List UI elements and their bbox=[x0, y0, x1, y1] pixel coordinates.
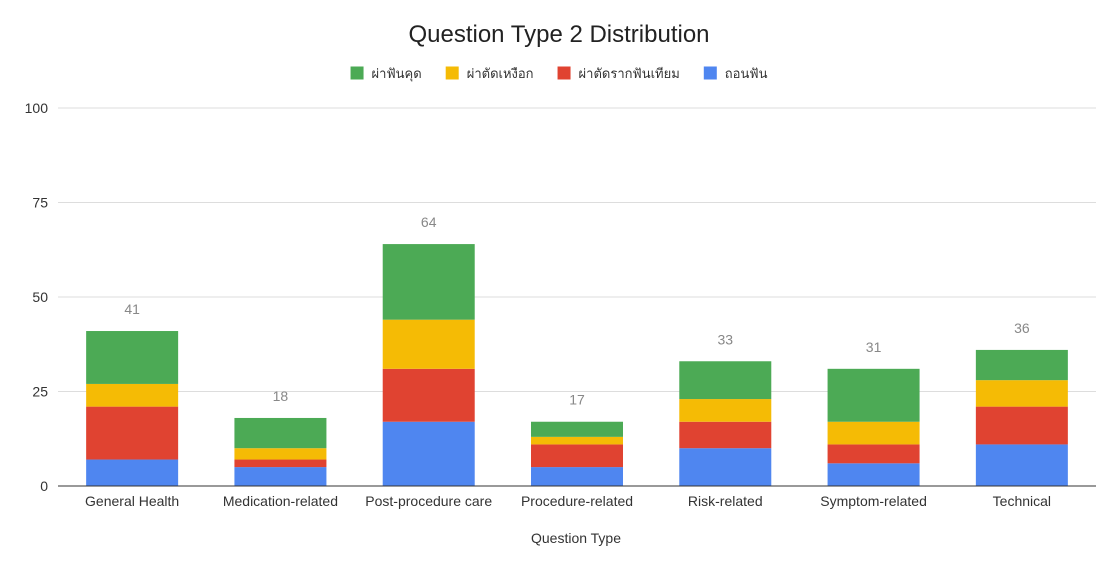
x-tick-label: Symptom-related bbox=[820, 493, 927, 509]
bar-segment bbox=[382, 319, 475, 369]
y-tick-label: 50 bbox=[32, 289, 48, 305]
legend-label: ผ่าฟันคุด bbox=[372, 67, 422, 82]
bar-segment bbox=[531, 467, 623, 486]
bar-segment bbox=[382, 368, 475, 422]
bar-segment bbox=[827, 444, 920, 464]
bar-segment bbox=[234, 459, 327, 468]
bars bbox=[86, 244, 1068, 486]
legend-swatch bbox=[557, 66, 571, 80]
bar-segment bbox=[234, 448, 327, 460]
x-tick-label: Medication-related bbox=[223, 493, 338, 509]
bar-segment bbox=[827, 368, 920, 422]
legend-swatch bbox=[350, 66, 364, 80]
bar-total-label: 33 bbox=[717, 331, 733, 347]
bar-segment bbox=[679, 361, 772, 400]
bar-totals: 41 18 64 17 33 31 36 bbox=[124, 214, 1030, 408]
bar-segment bbox=[975, 444, 1068, 486]
y-axis-ticks: 0 25 50 75 100 bbox=[25, 100, 49, 494]
x-tick-label: Risk-related bbox=[688, 493, 763, 509]
y-tick-label: 75 bbox=[32, 195, 48, 211]
x-axis-title: Question Type bbox=[531, 530, 621, 546]
bar-segment bbox=[679, 399, 772, 422]
bar-segment bbox=[827, 421, 920, 445]
x-tick-label: Procedure-related bbox=[521, 493, 633, 509]
bar-segment bbox=[827, 463, 920, 486]
bar-segment bbox=[531, 421, 623, 437]
y-tick-label: 0 bbox=[40, 478, 48, 494]
bar-total-label: 31 bbox=[866, 339, 882, 355]
bar-total-label: 64 bbox=[421, 214, 437, 230]
legend: ผ่าฟันคุด ผ่าตัดเหงือก ผ่าตัดรากฟันเทียม ถอ… bbox=[350, 66, 768, 82]
chart-title: Question Type 2 Distribution bbox=[408, 21, 709, 48]
legend-swatch bbox=[703, 66, 717, 80]
x-tick-label: Technical bbox=[993, 493, 1051, 509]
x-tick-label: General Health bbox=[85, 493, 179, 509]
bar-segment bbox=[234, 417, 327, 449]
bar-total-label: 36 bbox=[1014, 320, 1030, 336]
bar-segment bbox=[382, 244, 475, 320]
legend-label: ผ่าตัดเหงือก bbox=[467, 66, 534, 82]
bar-segment bbox=[531, 436, 623, 445]
bar-segment bbox=[679, 448, 772, 486]
x-axis-ticks: General Health Medication-related Post-pro… bbox=[85, 493, 1051, 509]
bar-segment bbox=[234, 467, 327, 486]
legend-swatch bbox=[445, 66, 459, 80]
bar-segment bbox=[531, 444, 623, 468]
bar-total-label: 18 bbox=[273, 388, 289, 404]
bar-total-label: 17 bbox=[569, 392, 585, 408]
x-tick-label: Post-procedure care bbox=[365, 493, 492, 509]
bar-segment bbox=[86, 331, 179, 384]
legend-label: ถอนฟัน bbox=[725, 67, 768, 82]
bar-segment bbox=[86, 459, 179, 486]
bar-segment bbox=[382, 421, 475, 486]
y-tick-label: 25 bbox=[32, 384, 48, 400]
bar-segment bbox=[975, 349, 1068, 381]
legend-label: ผ่าตัดรากฟันเทียม bbox=[579, 66, 680, 82]
bar-segment bbox=[975, 406, 1068, 445]
y-tick-label: 100 bbox=[25, 100, 49, 116]
bar-segment bbox=[679, 421, 772, 449]
bar-segment bbox=[86, 383, 179, 407]
gridlines bbox=[58, 107, 1096, 392]
bar-segment bbox=[975, 380, 1068, 407]
bar-segment bbox=[86, 406, 179, 460]
bar-total-label: 41 bbox=[124, 301, 140, 317]
